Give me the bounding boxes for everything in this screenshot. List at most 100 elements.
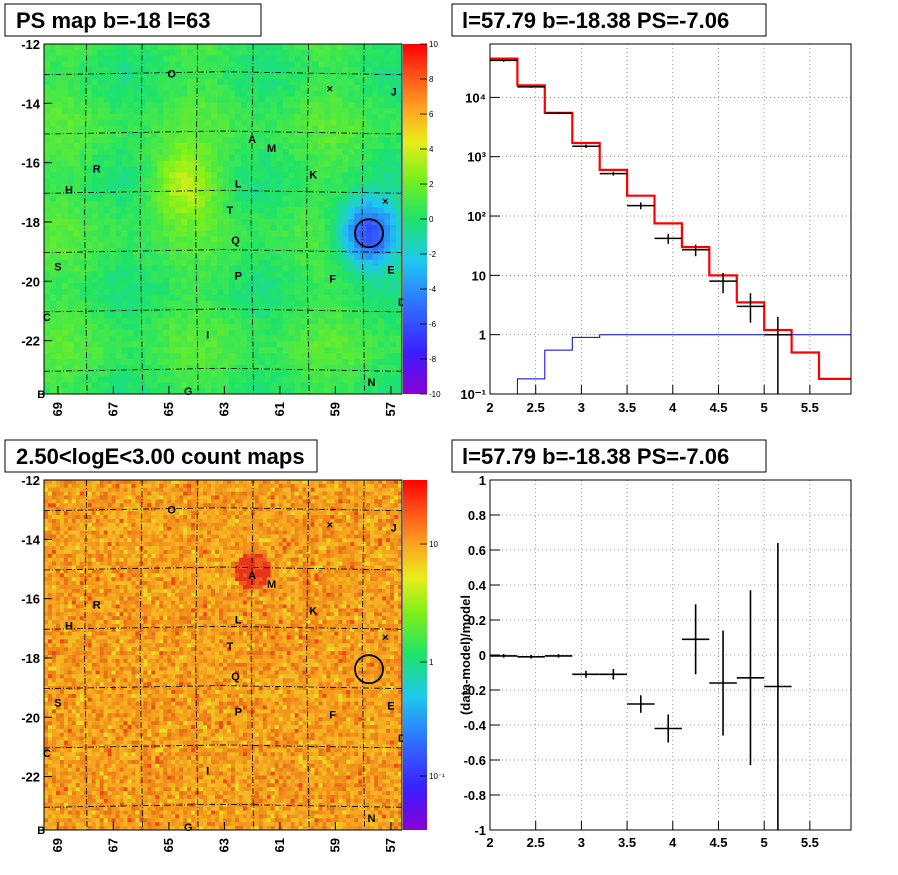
count-map-pixel [59,550,65,555]
count-map-pixel [79,635,85,640]
count-map-pixel [83,798,89,804]
ps-map-pixel [44,49,51,57]
ps-map-pixel [67,224,75,232]
ps-map-pixel [151,178,158,185]
count-map-pixel [83,713,89,718]
ps-map-pixel [187,44,194,51]
ps-map-pixel [366,265,373,272]
ps-map-pixel [91,277,99,284]
ps-map-pixel [44,359,51,366]
ps-map-pixel [282,189,290,197]
ps-map-pixel [193,90,200,97]
ps-map-pixel [378,341,385,348]
ps-map-pixel [91,248,99,255]
ps-map-pixel [121,312,128,319]
count-map-pixel [55,771,61,776]
ps-map-pixel [175,294,182,302]
ps-map-pixel [390,73,397,80]
ps-map-pixel [234,259,242,267]
ps-map-pixel [97,388,105,395]
ps-map-pixel [121,96,128,103]
ps-map-pixel [252,219,260,226]
ps-map-pixel [348,131,355,138]
ps-map-pixel [348,259,355,267]
ps-map-pixel [44,306,51,313]
count-map-pixel [67,760,73,765]
ps-map-pixel [44,195,51,202]
ps-map-pixel [187,61,194,68]
ps-map-pixel [85,213,93,220]
count-map-pixel [47,725,53,730]
ps-map-pixel [354,119,361,127]
ps-map-pixel [187,154,194,162]
ps-map-pixel [55,108,63,115]
ps-map-pixel [348,119,355,127]
ps-map-pixel [306,137,313,144]
ps-map-pixel [181,248,188,255]
ps-map-pixel [139,207,146,214]
ps-map-pixel [151,143,158,150]
ps-map-pixel [169,61,176,68]
ps-map-pixel [223,96,230,103]
ps-map-pixel [390,137,397,144]
ps-map-pixel [163,265,170,272]
ps-map-pixel [330,312,337,319]
count-map-pixel [44,713,49,718]
ps-map-pixel [91,335,99,342]
ps-map-pixel [270,79,278,86]
ps-map-pixel [79,172,87,179]
count-map-pixel [44,565,49,570]
ps-map-pixel [193,388,200,395]
colorbar-tick-label: 2 [429,180,434,189]
count-map-pixel [95,655,100,660]
ps-map-pixel [234,178,242,185]
count-map-pixel [63,787,69,792]
count-map-pixel [87,592,93,597]
ps-map-pixel [234,137,242,144]
ps-map-pixel [133,207,140,214]
count-map-pixel [44,588,49,594]
ps-map-pixel [205,359,212,366]
ps-map-pixel [55,172,63,179]
ps-map-pixel [372,236,379,243]
count-map-pixel [67,585,73,590]
ps-map-pixel [372,271,379,278]
count-map-pixel [51,616,57,621]
count-map-pixel [75,678,81,683]
ps-map-pixel [324,96,331,103]
count-map-pixel [83,608,89,613]
count-map-pixel [47,651,53,656]
ps-map-pixel [360,201,367,208]
ps-map-pixel [67,289,75,296]
ps-map-pixel [396,277,403,284]
ps-map-pixel [217,149,224,156]
ps-map-pixel [73,254,81,261]
ps-map-pixel [354,55,361,62]
count-map-pixel [91,810,97,815]
ps-map-pixel [175,289,182,296]
graticule-meridian [139,43,143,395]
ps-map-pixel [348,55,355,62]
ps-map-pixel [300,382,307,389]
ps-map-pixel [342,195,349,202]
ps-map-pixel [175,347,182,354]
count-map-pixel [75,515,81,520]
ps-map-pixel [258,213,266,220]
ps-map-pixel [330,294,337,302]
ps-map-pixel [324,184,331,191]
ps-map-pixel [300,376,307,383]
ps-map-pixel [55,55,63,62]
ps-map-pixel [336,119,343,127]
count-map-pixel [44,550,49,555]
ps-map-pixel [193,55,200,62]
ps-map-pixel [342,300,349,307]
ps-map-pixel [246,329,254,337]
ps-map-pixel [276,318,284,325]
ps-map-pixel [354,382,361,389]
ps-map-pixel [205,283,212,290]
ps-map-pixel [199,289,206,296]
ps-map-pixel [127,149,134,156]
ps-map-pixel [169,166,176,173]
ps-map-pixel [193,353,200,360]
ps-map-pixel [318,294,325,302]
